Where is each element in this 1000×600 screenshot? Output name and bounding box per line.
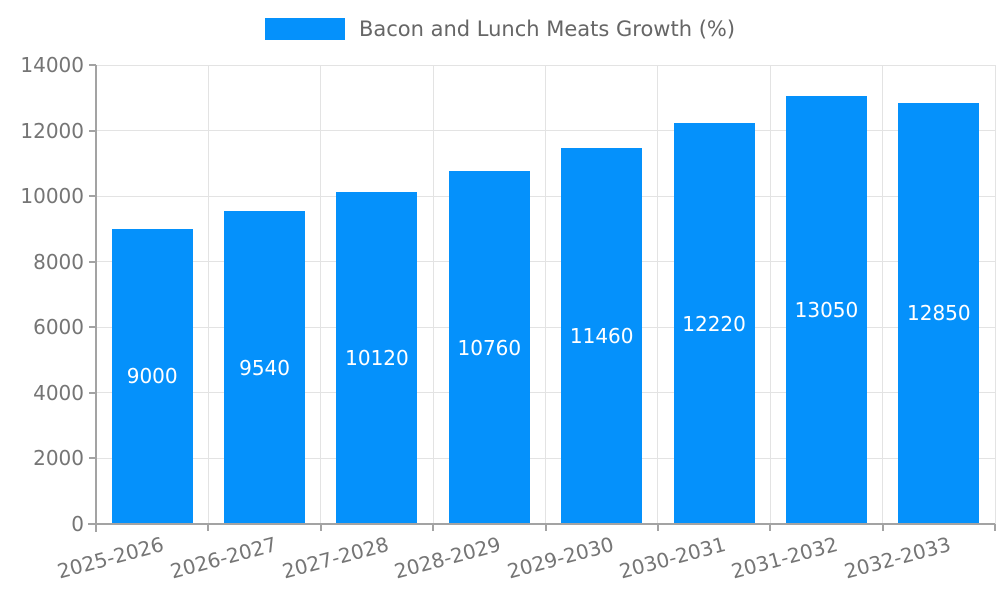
bar-value-label: 9000 xyxy=(126,364,178,389)
bar[interactable] xyxy=(224,211,305,524)
legend-label: Bacon and Lunch Meats Growth (%) xyxy=(358,17,736,41)
x-axis-tick-label: 2026-2027 xyxy=(167,532,279,584)
v-gridline xyxy=(207,65,209,524)
x-axis-tick-label: 2025-2026 xyxy=(54,532,167,584)
x-axis-tick xyxy=(432,524,435,531)
x-axis-tick-label: 2030-2031 xyxy=(616,532,729,584)
x-axis-tick-label: 2031-2032 xyxy=(729,532,841,584)
v-gridline xyxy=(882,65,884,524)
x-axis-tick-label: 2032-2033 xyxy=(841,532,954,584)
bar-value-label: 11460 xyxy=(569,324,634,349)
y-axis-line xyxy=(95,65,97,532)
y-axis-tick-label: 4000 xyxy=(33,380,84,405)
bar[interactable] xyxy=(898,102,980,524)
y-axis-tick xyxy=(89,64,96,66)
plot-area: 0 2000 4000 6000 8000 10000 12000 14000 9000 2025… xyxy=(20,53,996,583)
bar-value-label: 12220 xyxy=(682,311,746,336)
bar-value-label: 10120 xyxy=(345,346,409,371)
bar[interactable] xyxy=(561,148,643,524)
x-axis-tick xyxy=(656,524,659,531)
x-axis-tick-label: 2028-2029 xyxy=(392,532,504,584)
bar-value-label: 13050 xyxy=(794,298,859,323)
v-gridline xyxy=(769,65,771,524)
bar-value-label: 10760 xyxy=(457,335,522,360)
v-gridline xyxy=(545,65,546,524)
y-axis-tick-label: 0 xyxy=(71,512,84,536)
y-axis-tick-label: 2000 xyxy=(33,446,84,471)
legend[interactable]: Bacon and Lunch Meats Growth (%) xyxy=(0,17,1000,41)
x-axis-tick xyxy=(544,524,547,531)
x-axis-tick xyxy=(881,524,884,531)
legend-swatch xyxy=(264,18,345,40)
y-axis-tick xyxy=(89,326,96,329)
bar[interactable] xyxy=(785,96,867,524)
y-axis-tick-label: 6000 xyxy=(33,315,84,340)
bar[interactable] xyxy=(336,192,418,524)
y-axis-tick xyxy=(89,391,96,394)
x-axis-tick xyxy=(769,524,772,531)
bar[interactable] xyxy=(673,123,755,524)
y-axis-tick xyxy=(89,129,96,132)
v-gridline xyxy=(994,65,996,524)
v-gridline xyxy=(432,65,434,524)
x-axis-tick-label: 2029-2030 xyxy=(504,532,616,584)
y-axis-tick-label: 8000 xyxy=(33,249,84,274)
v-gridline xyxy=(657,65,659,524)
v-gridline xyxy=(320,65,322,524)
x-axis-tick-label: 2027-2028 xyxy=(279,532,392,584)
bar-value-label: 12850 xyxy=(907,301,971,326)
y-axis-tick xyxy=(89,457,96,460)
y-axis-tick-label: 12000 xyxy=(20,118,84,143)
x-axis-line xyxy=(88,523,995,525)
bar-value-label: 9540 xyxy=(239,355,291,380)
y-axis-tick xyxy=(89,195,96,198)
x-axis-tick xyxy=(207,524,210,531)
y-axis-tick-label: 10000 xyxy=(20,184,84,209)
bar[interactable] xyxy=(111,228,193,524)
y-axis-tick-label: 14000 xyxy=(20,53,84,77)
x-axis-tick xyxy=(319,524,322,531)
y-axis-tick xyxy=(89,260,96,263)
x-axis-tick xyxy=(994,524,996,531)
bar[interactable] xyxy=(448,171,530,524)
